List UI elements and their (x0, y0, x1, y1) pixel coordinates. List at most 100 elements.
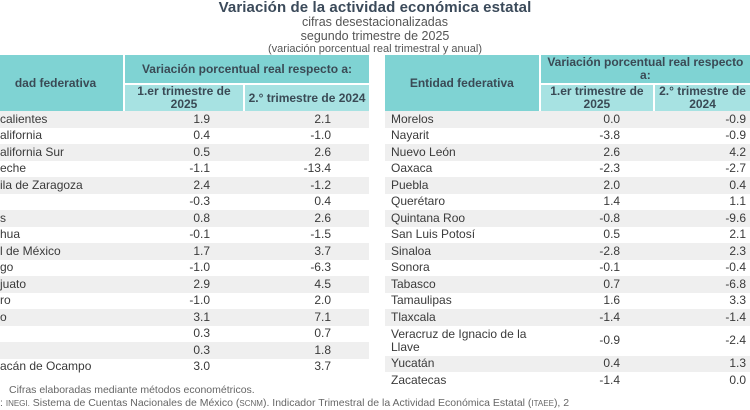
value-q2-2024: 1.3 (654, 355, 750, 372)
table-row: hua -0.1 -1.5 (0, 227, 369, 244)
value-q2-2024: 7.1 (244, 309, 369, 326)
value-q1-2025: -0.8 (539, 210, 655, 227)
table-row: alifornia Sur 0.5 2.6 (0, 144, 369, 161)
value-q2-2024: 2.1 (244, 111, 369, 128)
value-q2-2024: 2.1 (729, 227, 746, 242)
table-row: s 0.8 2.6 (0, 210, 369, 227)
table-row: acán de Ocampo 3.0 3.7 (0, 359, 369, 376)
value-q1-2025: -0.3 (189, 194, 210, 209)
value-q1-2025: -0.1 (189, 227, 210, 242)
value-q2-2024: 2.3 (654, 243, 750, 260)
value-q1-2025: 2.0 (539, 177, 655, 194)
entity-name (0, 326, 124, 343)
column-header-q1-2025: 1.er trimestre de 2025 (124, 84, 245, 111)
value-q2-2024: 3.3 (729, 293, 746, 308)
entity-name: ila de Zaragoza (0, 177, 124, 194)
table-row: 0.3 1.8 (0, 342, 369, 359)
entity-name: Quintana Roo (385, 210, 540, 227)
entity-name: Zacatecas (391, 372, 447, 387)
table-row: 0.3 0.7 (0, 326, 369, 343)
value-q1-2025: -1.4 (599, 372, 621, 387)
value-q2-2024: -9.6 (654, 210, 750, 227)
left-data-table: dad federativa Variación porcentual real… (0, 55, 369, 375)
value-q1-2025: 0.3 (193, 326, 210, 341)
entity-name: go (0, 260, 14, 275)
entity-name: juato (0, 276, 124, 293)
value-q2-2024: 0.4 (314, 194, 331, 209)
value-q2-2024: -0.4 (725, 260, 746, 275)
value-q1-2025: -0.1 (599, 260, 621, 275)
column-header-q1-2025: 1.er trimestre de 2025 (539, 84, 656, 111)
value-q1-2025: 2.6 (539, 144, 655, 161)
table-row: l de México 1.7 3.7 (0, 243, 369, 260)
source-scnm: SCNM (239, 399, 263, 408)
value-q1-2025: 1.6 (603, 293, 621, 308)
value-q1-2025: -3.8 (599, 128, 621, 143)
value-q2-2024: 2.6 (244, 210, 369, 227)
value-q2-2024: 1.8 (244, 342, 369, 359)
value-q1-2025: 0.8 (124, 210, 244, 227)
entity-name: alifornia (0, 128, 43, 143)
value-q2-2024: 3.7 (244, 243, 369, 260)
entity-name: Nayarit (391, 128, 430, 143)
value-q1-2025: 1.9 (124, 111, 244, 128)
table-row: o 3.1 7.1 (0, 309, 369, 326)
table-row: juato 2.9 4.5 (0, 276, 369, 293)
value-q1-2025: 3.1 (124, 309, 244, 326)
entity-name: Sonora (391, 260, 430, 275)
value-q2-2024: -6.8 (654, 276, 750, 293)
value-q1-2025: -0.9 (599, 333, 621, 347)
value-q1-2025: -2.3 (599, 161, 621, 176)
table-row: Nuevo León 2.6 4.2 (385, 144, 750, 161)
entity-name: Sinaloa (385, 243, 540, 260)
source-text: Sistema de Cuentas Nacionales de México … (29, 397, 240, 409)
value-q2-2024: -0.9 (654, 111, 750, 128)
column-header-entity: Entidad federativa (385, 55, 541, 111)
value-q2-2024: -6.3 (310, 260, 331, 275)
table-row: Tabasco 0.7 -6.8 (385, 276, 750, 293)
value-q1-2025: 1.4 (603, 194, 621, 209)
entity-name (0, 194, 124, 211)
value-q2-2024: 4.2 (654, 144, 750, 161)
entity-name: Yucatán (385, 355, 540, 372)
value-q2-2024: -13.4 (303, 161, 331, 176)
value-q2-2024: -1.4 (654, 309, 750, 326)
table-row: ila de Zaragoza 2.4 -1.2 (0, 177, 369, 194)
source-line: : INEGI. Sistema de Cuentas Nacionales d… (0, 397, 569, 409)
value-q2-2024: -1.0 (310, 128, 331, 143)
value-q2-2024: -2.7 (725, 161, 746, 176)
source-inegi: INEGI. (5, 399, 30, 408)
value-q2-2024: 0.7 (314, 326, 331, 341)
entity-name: Querétaro (391, 194, 446, 209)
table-row: Sonora -0.1 -0.4 (385, 260, 750, 277)
value-q1-2025: 0.7 (539, 276, 655, 293)
table-row: go -1.0 -6.3 (0, 260, 369, 277)
entity-name: Puebla (385, 177, 540, 194)
table-row: Tamaulipas 1.6 3.3 (385, 293, 750, 310)
value-q1-2025: -2.8 (539, 243, 655, 260)
entity-name: San Luis Potosí (391, 227, 476, 242)
subtitle-units: (variación porcentual real trimestral y … (268, 43, 482, 55)
value-q2-2024: -1.2 (244, 177, 369, 194)
column-header-entity: dad federativa (0, 55, 125, 111)
entity-name: eche (0, 161, 27, 176)
table-row: ro -1.0 2.0 (0, 293, 369, 310)
table-row: Zacatecas -1.4 0.0 (385, 372, 750, 389)
table-row: San Luis Potosí 0.5 2.1 (385, 227, 750, 244)
value-q1-2025: 0.5 (603, 227, 621, 242)
value-q2-2024: 2.6 (244, 144, 369, 161)
subtitle-seasonally-adjusted: cifras desestacionalizadas (302, 15, 448, 29)
table-row: Sinaloa -2.8 2.3 (385, 243, 750, 260)
page-title: Variación de la actividad económica esta… (218, 0, 532, 16)
table-row: -0.3 0.4 (0, 194, 369, 211)
value-q1-2025: 1.7 (124, 243, 244, 260)
table-row: Yucatán 0.4 1.3 (385, 355, 750, 372)
entity-name: Tamaulipas (391, 293, 452, 308)
footnote: Cifras elaboradas mediante métodos econo… (9, 384, 255, 396)
value-q2-2024: 0.0 (729, 372, 746, 387)
value-q2-2024: 1.1 (729, 194, 746, 209)
table-row: Veracruz de Ignacio de la Llave -0.9 -2.4 (385, 326, 750, 356)
table-row: eche -1.1 -13.4 (0, 161, 369, 178)
subtitle-period: segundo trimestre de 2025 (300, 29, 450, 43)
source-itaee: ITAEE (531, 399, 554, 408)
